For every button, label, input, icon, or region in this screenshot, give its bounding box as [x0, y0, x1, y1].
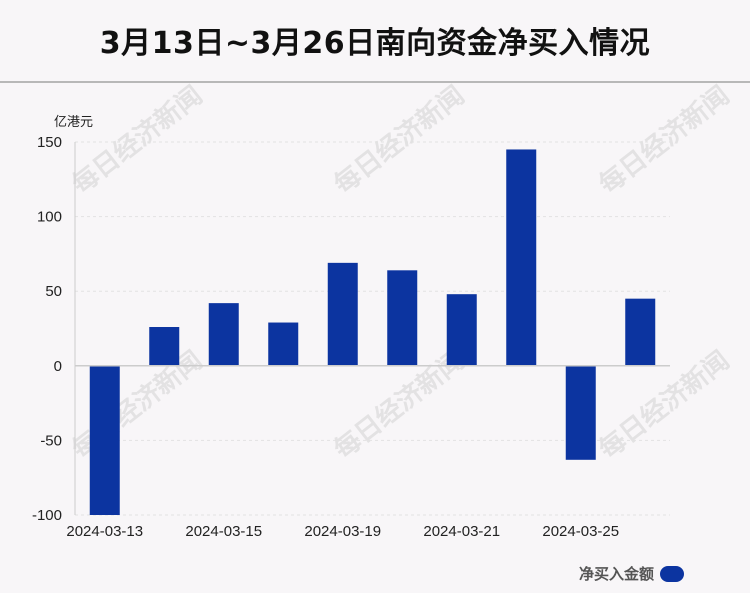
x-tick-label: 2024-03-19 [304, 523, 381, 540]
legend-swatch [660, 565, 684, 582]
bar [327, 262, 358, 366]
x-tick-label: 2024-03-15 [185, 523, 262, 540]
bar [565, 365, 596, 460]
bar [89, 365, 120, 515]
y-tick-label: 100 [37, 209, 62, 226]
chart-title: 3月13日~3月26日南向资金净买入情况 [99, 26, 651, 61]
legend-label: 净买入金额 [578, 565, 654, 583]
bar [268, 322, 299, 366]
bar [506, 149, 537, 366]
bar [387, 270, 418, 366]
x-tick-label: 2024-03-25 [542, 523, 619, 540]
y-unit-label: 亿港元 [54, 115, 93, 130]
bar [149, 327, 180, 366]
bar [625, 298, 656, 366]
bar [446, 294, 477, 366]
title-divider [0, 81, 750, 83]
legend: 净买入金额 [579, 563, 684, 584]
y-tick-label: -100 [32, 507, 62, 524]
y-tick-label: -50 [40, 432, 62, 449]
y-tick-label: 0 [54, 358, 62, 375]
y-tick-label: 50 [45, 283, 62, 300]
x-tick-label: 2024-03-21 [423, 523, 500, 540]
bar [208, 303, 239, 366]
x-tick-label: 2024-03-13 [66, 523, 143, 540]
y-tick-label: 150 [37, 134, 62, 151]
